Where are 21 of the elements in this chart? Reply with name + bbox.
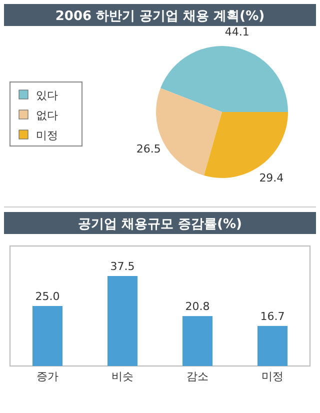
data-label: 25.0 <box>35 290 60 303</box>
bar <box>258 326 288 366</box>
data-label: 37.5 <box>110 260 135 273</box>
chart-title: 2006 하반기 공기업 채용 계획(%) <box>55 9 265 24</box>
data-label: 16.7 <box>260 310 285 323</box>
pie-slice <box>160 46 288 112</box>
data-label: 20.8 <box>185 300 210 314</box>
x-tick-label: 증가 <box>36 370 58 383</box>
data-label: 44.1 <box>224 25 250 38</box>
data-label: 26.5 <box>136 142 161 156</box>
x-tick-label: 미정 <box>262 370 284 383</box>
bar <box>108 276 138 366</box>
legend-label: 있다 <box>36 89 58 102</box>
chart-title: 공기업 채용규모 증감률(%) <box>78 217 242 232</box>
legend-label: 미정 <box>36 129 58 142</box>
bar <box>32 306 62 366</box>
x-tick-label: 감소 <box>186 370 208 383</box>
bar <box>182 316 212 366</box>
data-label: 29.4 <box>259 171 284 184</box>
x-tick-label: 비슷 <box>112 370 134 383</box>
legend-label: 없다 <box>36 109 58 122</box>
